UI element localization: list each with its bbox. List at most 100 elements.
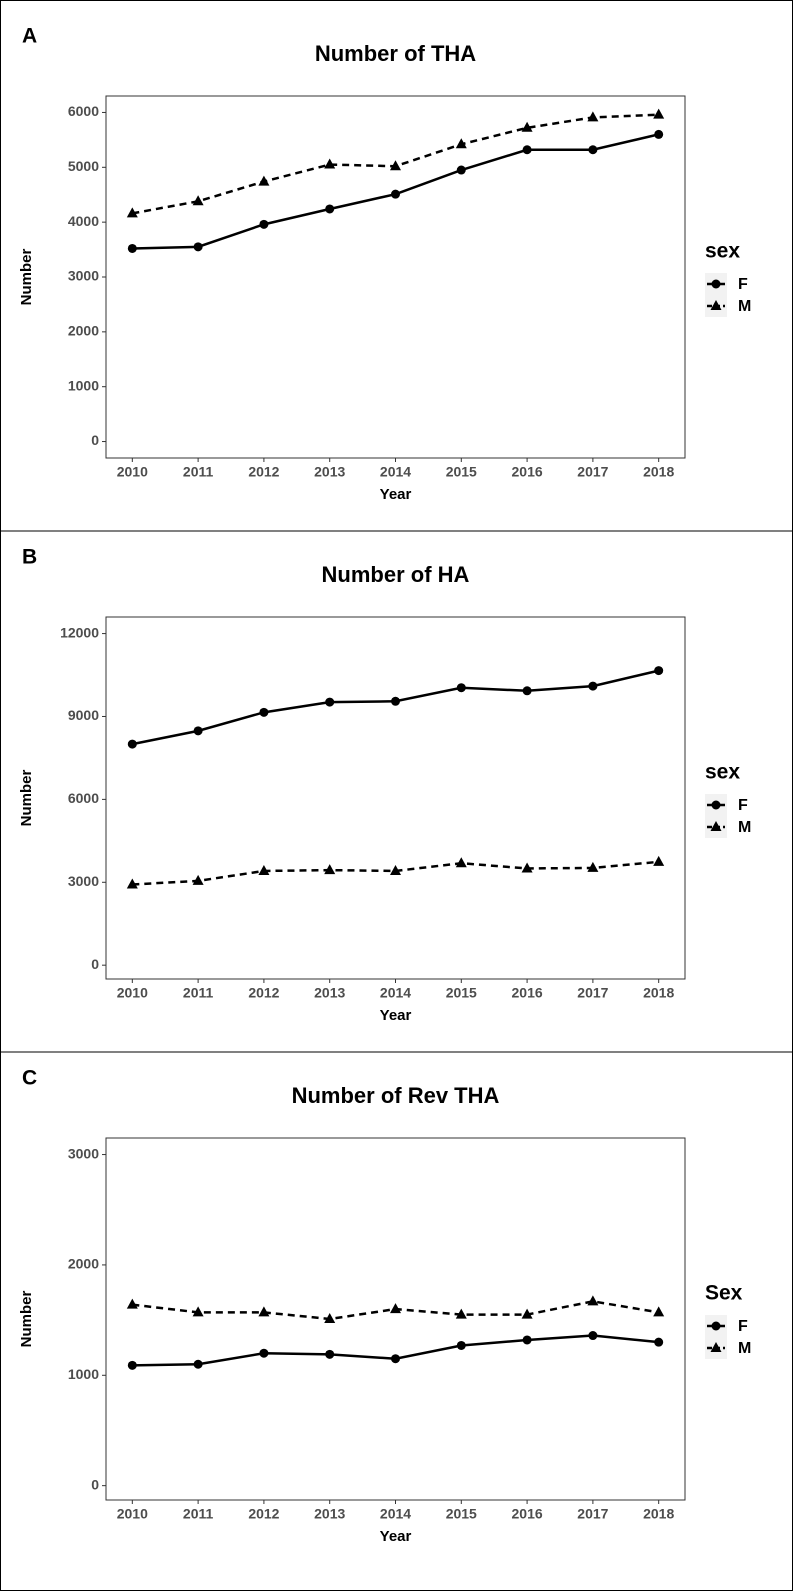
y-tick-label: 2000 — [68, 1256, 99, 1272]
legend-label: M — [738, 1340, 751, 1357]
y-tick-label: 2000 — [68, 323, 99, 339]
point — [522, 686, 532, 696]
point — [193, 242, 203, 252]
point — [126, 1298, 138, 1309]
legend-key-marker — [710, 300, 722, 310]
x-tick-label: 2010 — [117, 985, 148, 1001]
point — [127, 739, 137, 749]
point — [324, 158, 336, 169]
point — [192, 195, 204, 206]
point — [521, 121, 533, 132]
point — [390, 1303, 401, 1314]
point — [455, 1308, 467, 1319]
x-axis-title: Year — [380, 486, 412, 503]
point — [192, 874, 204, 885]
point — [325, 697, 335, 707]
panel-label: B — [22, 546, 37, 569]
legend-label: M — [738, 819, 751, 836]
point — [259, 707, 269, 717]
point — [521, 862, 533, 873]
chart-title: Number of Rev THA — [292, 1083, 500, 1108]
x-tick-label: 2014 — [380, 985, 411, 1001]
legend-key-marker — [710, 1342, 722, 1352]
chart-title: Number of THA — [315, 41, 476, 66]
y-tick-label: 3000 — [68, 873, 99, 889]
legend-key-marker — [711, 1321, 721, 1331]
x-tick-label: 2011 — [183, 1506, 214, 1522]
legend-key-marker — [710, 821, 722, 831]
x-tick-label: 2018 — [643, 1506, 674, 1522]
x-tick-label: 2015 — [446, 1506, 477, 1522]
legend-label: F — [738, 276, 748, 293]
point — [391, 1354, 400, 1364]
point — [325, 1349, 335, 1359]
legend-label: F — [738, 797, 748, 814]
plot-area — [105, 95, 686, 459]
point — [259, 219, 269, 229]
legend-label: F — [738, 1318, 748, 1335]
point — [193, 1359, 203, 1369]
point — [653, 855, 665, 866]
point — [456, 1340, 466, 1350]
point — [588, 681, 598, 691]
legend-title: sex — [705, 240, 740, 263]
x-tick-label: 2016 — [512, 1506, 543, 1522]
x-tick-label: 2016 — [512, 985, 543, 1001]
x-tick-label: 2011 — [183, 985, 214, 1001]
x-tick-label: 2018 — [643, 985, 674, 1001]
point — [654, 666, 664, 676]
x-tick-label: 2017 — [577, 985, 608, 1001]
point — [653, 108, 665, 119]
point — [127, 243, 137, 253]
point — [456, 165, 466, 175]
point — [126, 207, 138, 218]
point — [521, 1308, 533, 1319]
x-tick-label: 2016 — [512, 464, 543, 480]
y-tick-label: 4000 — [68, 213, 99, 229]
point — [588, 145, 598, 155]
plot-area — [105, 616, 686, 980]
x-axis-title: Year — [380, 1528, 412, 1545]
legend-key-marker — [711, 279, 721, 289]
x-tick-label: 2017 — [577, 464, 608, 480]
y-axis-title: Number — [18, 1291, 35, 1348]
point — [588, 1331, 598, 1341]
y-axis-title: Number — [18, 249, 35, 306]
legend-label: M — [738, 298, 751, 315]
point — [587, 111, 599, 122]
chart-title: Number of HA — [322, 562, 470, 587]
x-tick-label: 2014 — [380, 1506, 411, 1522]
point — [324, 1313, 336, 1323]
y-tick-label: 0 — [91, 432, 99, 448]
x-tick-label: 2010 — [117, 464, 148, 480]
x-tick-label: 2014 — [380, 464, 411, 480]
point — [391, 696, 400, 706]
point — [455, 138, 467, 149]
x-tick-label: 2012 — [248, 1506, 279, 1522]
x-tick-label: 2015 — [446, 985, 477, 1001]
x-tick-label: 2010 — [117, 1506, 148, 1522]
y-tick-label: 1000 — [68, 377, 99, 393]
point — [653, 1306, 665, 1317]
point — [390, 864, 401, 875]
x-tick-label: 2018 — [643, 464, 674, 480]
point — [390, 160, 401, 171]
y-tick-label: 5000 — [68, 158, 99, 174]
x-tick-label: 2013 — [314, 1506, 345, 1522]
x-tick-label: 2011 — [183, 464, 214, 480]
legend-title: Sex — [705, 1282, 743, 1305]
y-tick-label: 12000 — [60, 624, 99, 640]
point — [391, 189, 400, 199]
y-tick-label: 6000 — [68, 103, 99, 119]
y-axis-title: Number — [18, 770, 35, 827]
point — [654, 1337, 664, 1347]
point — [455, 857, 467, 868]
point — [325, 204, 335, 214]
panel-label: A — [22, 25, 37, 48]
point — [522, 1335, 532, 1345]
x-tick-label: 2013 — [314, 464, 345, 480]
point — [127, 1360, 137, 1370]
x-tick-label: 2013 — [314, 985, 345, 1001]
y-tick-label: 9000 — [68, 707, 99, 723]
